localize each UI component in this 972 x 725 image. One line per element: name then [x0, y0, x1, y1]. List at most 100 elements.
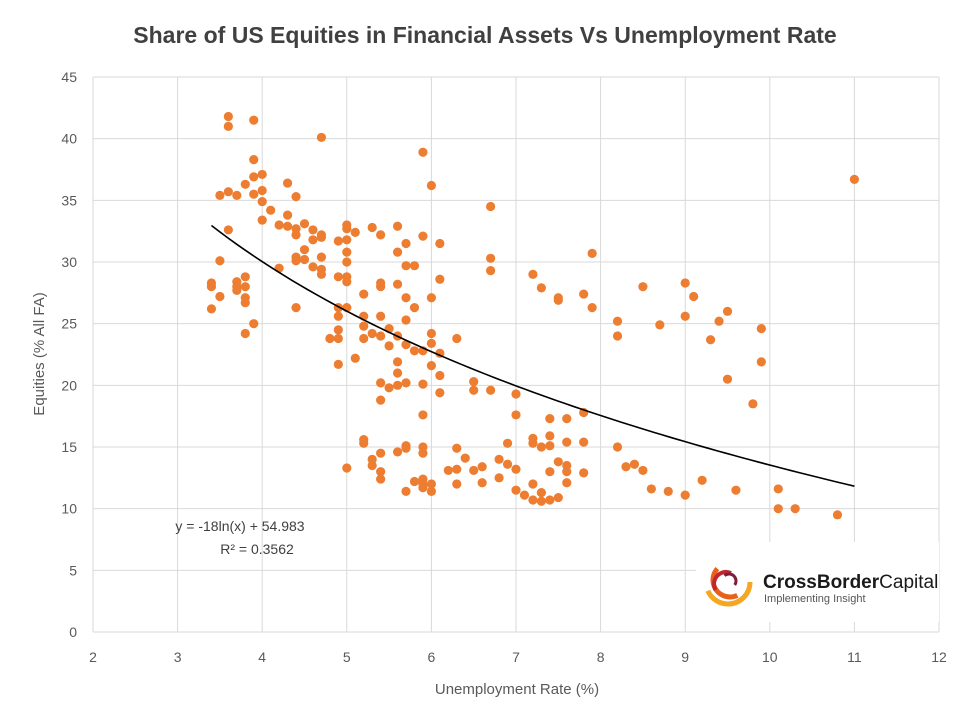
data-point [418, 147, 428, 157]
data-point [299, 245, 310, 255]
data-point [249, 115, 259, 125]
x-tick-label: 10 [762, 649, 778, 665]
gridlines [92, 76, 940, 633]
data-point [638, 282, 648, 292]
data-point [266, 205, 276, 215]
data-point [426, 328, 436, 339]
crossborder-capital-logo: CrossBorderCapital Implementing Insight [696, 542, 939, 622]
data-point [562, 437, 572, 447]
data-point [223, 225, 233, 235]
data-points [206, 111, 860, 520]
data-point [528, 479, 538, 489]
data-point [342, 257, 352, 267]
data-point [333, 236, 343, 246]
data-point [316, 269, 327, 279]
data-point [722, 374, 733, 384]
data-point [223, 111, 233, 122]
data-point [232, 190, 242, 200]
data-point [536, 488, 546, 498]
x-tick-label: 6 [428, 649, 436, 665]
data-point [299, 219, 310, 229]
data-point [350, 227, 360, 237]
data-point [401, 378, 411, 388]
data-point [291, 303, 301, 313]
data-point [376, 378, 386, 388]
data-point [579, 289, 589, 299]
data-point [392, 368, 403, 378]
data-point [392, 447, 403, 457]
data-point [502, 459, 513, 469]
data-point [316, 252, 327, 262]
x-tick-label: 4 [258, 649, 266, 665]
data-point [562, 478, 572, 488]
data-point [435, 238, 445, 249]
data-point [646, 484, 656, 494]
data-point [486, 253, 496, 263]
y-tick-label: 40 [61, 131, 77, 147]
data-point [409, 346, 420, 356]
y-axis-label: Equities (% All FA) [31, 292, 48, 415]
data-point [240, 282, 250, 292]
data-point [773, 504, 783, 514]
data-point [376, 331, 386, 341]
data-point [223, 121, 233, 131]
data-point [612, 316, 623, 326]
data-point [215, 256, 225, 266]
data-point [223, 187, 233, 197]
data-point [722, 306, 733, 316]
data-point [579, 437, 589, 447]
data-point [206, 304, 217, 314]
y-tick-label: 45 [61, 69, 77, 85]
data-point [401, 315, 411, 325]
data-point [562, 414, 572, 424]
data-point [215, 190, 225, 200]
data-point [756, 324, 766, 334]
data-point [376, 474, 386, 484]
data-point [511, 389, 521, 399]
data-point [240, 272, 250, 282]
data-point [553, 457, 563, 467]
data-point [249, 189, 259, 199]
data-point [545, 414, 555, 424]
data-point [325, 333, 335, 344]
data-point [409, 261, 420, 271]
logo-tagline: Implementing Insight [764, 593, 866, 605]
data-point [384, 341, 394, 351]
data-point [697, 475, 707, 485]
data-point [359, 289, 369, 299]
data-point [435, 388, 445, 398]
data-point [359, 333, 369, 344]
x-tick-label: 7 [512, 649, 520, 665]
data-point [452, 443, 462, 453]
data-point [452, 479, 462, 489]
data-point [240, 298, 250, 308]
data-point [452, 464, 462, 474]
y-tick-label: 25 [61, 316, 77, 332]
data-point [562, 467, 572, 477]
data-point [502, 438, 513, 448]
data-point [469, 377, 479, 387]
data-point [376, 311, 386, 321]
data-point [274, 263, 284, 273]
data-point [469, 385, 479, 395]
data-point [418, 379, 428, 389]
y-tick-label: 10 [61, 501, 77, 517]
data-point [511, 485, 521, 495]
x-tick-label: 3 [174, 649, 182, 665]
data-point [426, 486, 436, 496]
data-point [376, 395, 386, 405]
data-point [773, 484, 783, 494]
data-point [367, 222, 377, 233]
y-tick-label: 35 [61, 192, 77, 208]
data-point [621, 462, 631, 472]
data-point [519, 490, 530, 500]
data-point [350, 353, 360, 363]
data-point [409, 303, 420, 313]
data-point [756, 357, 766, 367]
y-tick-label: 15 [61, 439, 77, 455]
data-point [342, 224, 352, 234]
data-point [477, 462, 487, 472]
data-point [240, 179, 250, 189]
data-point [308, 262, 318, 272]
data-point [511, 464, 521, 474]
